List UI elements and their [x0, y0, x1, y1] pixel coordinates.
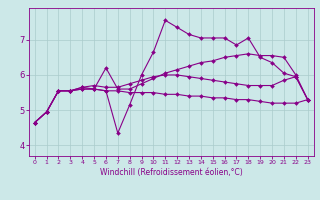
X-axis label: Windchill (Refroidissement éolien,°C): Windchill (Refroidissement éolien,°C) [100, 168, 243, 177]
